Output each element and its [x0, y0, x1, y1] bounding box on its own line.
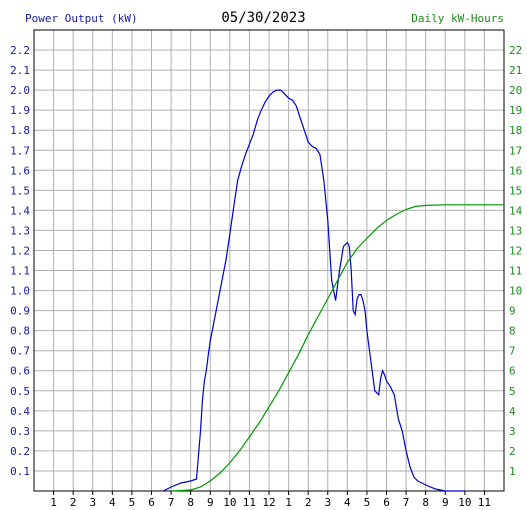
left-axis-title: Power Output (kW) — [25, 12, 138, 25]
y-tick-label: 1.7 — [10, 144, 30, 157]
x-tick-label: 8 — [422, 496, 429, 509]
y-tick-label: 0.3 — [10, 425, 30, 438]
y-tick-label: 0.5 — [10, 385, 30, 398]
chart-date-title: 05/30/2023 — [221, 10, 306, 26]
y-tick-label: 2.0 — [10, 84, 30, 97]
daily-kwh-line — [171, 204, 504, 492]
y2-tick-label: 3 — [509, 425, 516, 438]
x-tick-label: 6 — [148, 496, 155, 509]
x-tick-label: 11 — [478, 496, 491, 509]
y2-tick-label: 10 — [509, 285, 522, 298]
y-tick-label: 1.2 — [10, 244, 30, 257]
y-tick-label: 1.9 — [10, 104, 30, 117]
x-tick-label: 10 — [458, 496, 471, 509]
y-tick-label: 2.1 — [10, 64, 30, 77]
x-tick-label: 11 — [243, 496, 256, 509]
x-tick-label: 6 — [383, 496, 390, 509]
y2-tick-label: 16 — [509, 164, 522, 177]
y2-tick-label: 9 — [509, 305, 516, 318]
y-tick-label: 1.8 — [10, 124, 30, 137]
y2-tick-label: 4 — [509, 405, 516, 418]
y2-tick-label: 19 — [509, 104, 522, 117]
y2-tick-label: 13 — [509, 224, 522, 237]
y-tick-label: 2.2 — [10, 44, 30, 57]
tick-labels: 1 2 3 4 5 6 7 8 9 10 11 12 1 2 3 4 5 6 7 8 9 10 110.10.20.30.4… — [10, 44, 522, 509]
y-tick-label: 1.5 — [10, 184, 30, 197]
y2-tick-label: 22 — [509, 44, 522, 57]
y2-tick-label: 12 — [509, 244, 522, 257]
y-tick-label: 0.4 — [10, 405, 30, 418]
x-tick-label: 1 — [50, 496, 57, 509]
y2-tick-label: 1 — [509, 465, 516, 478]
y2-tick-label: 20 — [509, 84, 522, 97]
y2-tick-label: 7 — [509, 345, 516, 358]
y2-tick-label: 11 — [509, 265, 522, 278]
y2-tick-label: 5 — [509, 385, 516, 398]
x-tick-label: 3 — [89, 496, 96, 509]
y-tick-label: 1.1 — [10, 265, 30, 278]
x-tick-label: 5 — [129, 496, 136, 509]
x-tick-label: 12 — [262, 496, 275, 509]
y-tick-label: 1.4 — [10, 204, 30, 217]
x-tick-label: 10 — [223, 496, 236, 509]
x-tick-label: 9 — [207, 496, 214, 509]
x-tick-label: 2 — [70, 496, 77, 509]
y2-tick-label: 15 — [509, 184, 522, 197]
x-tick-label: 9 — [442, 496, 449, 509]
x-tick-label: 1 — [285, 496, 292, 509]
y-tick-label: 0.8 — [10, 325, 30, 338]
x-tick-label: 3 — [324, 496, 331, 509]
y2-tick-label: 2 — [509, 445, 516, 458]
right-axis-title: Daily kW-Hours — [411, 12, 504, 25]
y-tick-label: 1.0 — [10, 285, 30, 298]
x-tick-label: 7 — [168, 496, 175, 509]
x-tick-label: 8 — [187, 496, 194, 509]
x-tick-label: 5 — [364, 496, 371, 509]
x-tick-label: 4 — [344, 496, 351, 509]
x-tick-label: 2 — [305, 496, 312, 509]
y-tick-label: 0.2 — [10, 445, 30, 458]
x-tick-label: 4 — [109, 496, 116, 509]
x-tick-label: 7 — [403, 496, 410, 509]
grid-lines — [34, 30, 504, 491]
power-output-line — [162, 89, 465, 492]
y-tick-label: 1.6 — [10, 164, 30, 177]
y2-tick-label: 14 — [509, 204, 523, 217]
y-tick-label: 0.6 — [10, 365, 30, 378]
y-tick-label: 1.3 — [10, 224, 30, 237]
y-tick-label: 0.7 — [10, 345, 30, 358]
y2-tick-label: 21 — [509, 64, 522, 77]
y2-tick-label: 6 — [509, 365, 516, 378]
y-tick-label: 0.1 — [10, 465, 30, 478]
y-tick-label: 0.9 — [10, 305, 30, 318]
y2-tick-label: 18 — [509, 124, 522, 137]
y2-tick-label: 17 — [509, 144, 522, 157]
y2-tick-label: 8 — [509, 325, 516, 338]
series-layer — [162, 89, 504, 492]
